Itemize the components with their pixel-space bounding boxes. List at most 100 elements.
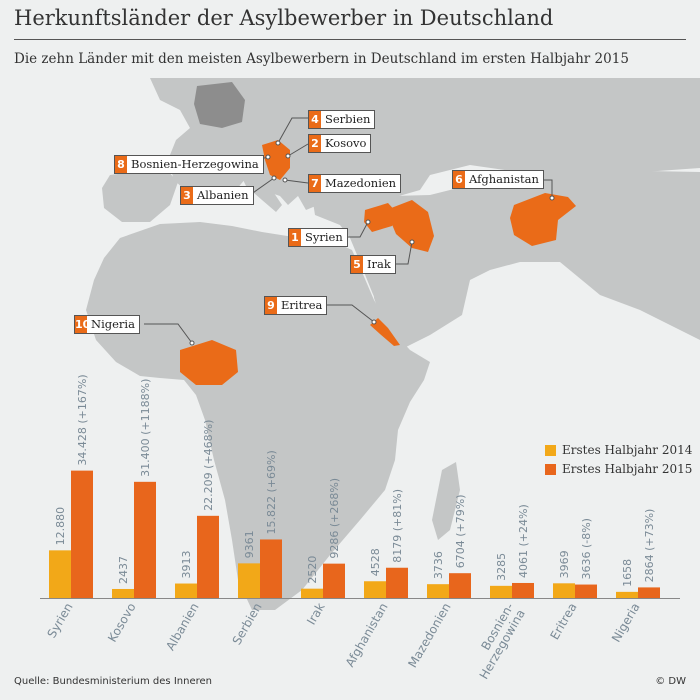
tick-label-eritrea: Eritrea — [547, 601, 579, 643]
source-note: Quelle: Bundesministerium des Inneren — [14, 676, 212, 687]
bar-afghanistan-2014 — [364, 581, 386, 598]
rank-badge: 9 — [265, 297, 277, 314]
data-label-syrien-2014: 12.880 — [54, 507, 67, 546]
bar-serbien-2015 — [260, 539, 282, 598]
data-label-bosnien-herzegowina-2015: 4061 (+24%) — [517, 504, 530, 578]
legend-swatch-2015 — [545, 463, 556, 475]
country-name: Afghanistan — [469, 172, 539, 186]
rank-badge: 3 — [181, 187, 193, 204]
country-name: Serbien — [325, 112, 371, 126]
land-madagascar — [432, 462, 460, 540]
data-label-nigeria-2015: 2864 (+73%) — [643, 509, 656, 583]
country-afghanistan — [510, 193, 576, 246]
bar-albanien-2014 — [175, 583, 197, 598]
data-label-afghanistan-2015: 8179 (+81%) — [391, 489, 404, 563]
rank-badge: 10 — [75, 316, 91, 333]
leader-dots — [189, 140, 555, 346]
data-label-mazedonien-2015: 6704 (+79%) — [454, 494, 467, 568]
chart-title: Herkunftsländer der Asylbewerber in Deut… — [14, 6, 554, 30]
callout-mazedonien: 7 Mazedonien — [308, 174, 402, 193]
callout-serbien: 4 Serbien — [308, 110, 376, 129]
rank-badge: 5 — [351, 256, 363, 273]
land-italy — [236, 163, 282, 212]
map — [86, 78, 700, 610]
country-name: Irak — [367, 257, 391, 271]
bar-bosnien-herzegowina-2015 — [512, 582, 534, 598]
callout-albanien: 3 Albanien — [180, 186, 254, 205]
data-label-serbien-2014: 9361 — [243, 530, 256, 558]
land-arabia — [372, 255, 470, 350]
bar-irak-2014 — [301, 588, 323, 598]
tick-label-line: Eritrea — [547, 601, 579, 643]
data-label-nigeria-2014: 1658 — [621, 559, 634, 587]
legend-swatch-2014 — [545, 444, 556, 456]
data-label-eritrea-2014: 3969 — [558, 550, 571, 578]
legend-item-2014: Erstes Halbjahr 2014 — [545, 443, 692, 457]
tick-label-afghanistan: Afghanistan — [343, 601, 391, 670]
data-label-eritrea-2015: 3636 (-8%) — [580, 518, 593, 580]
country-nigeria — [180, 340, 238, 385]
bar-syrien-2014 — [49, 550, 71, 598]
country-name: Nigeria — [91, 317, 135, 331]
title-divider — [14, 39, 686, 40]
tick-label-albanien: Albanien — [163, 601, 201, 653]
legend-item-2015: Erstes Halbjahr 2015 — [545, 462, 692, 476]
tick-label-kosovo: Kosovo — [105, 601, 138, 645]
callout-irak: 5 Irak — [350, 255, 396, 274]
bar-serbien-2014 — [238, 563, 260, 598]
bar-eritrea-2015 — [575, 584, 597, 598]
legend-label-2015: Erstes Halbjahr 2015 — [562, 462, 693, 476]
data-label-kosovo-2015: 31.400 (+1188%) — [139, 379, 152, 477]
country-germany — [194, 82, 245, 128]
bar-eritrea-2014 — [553, 583, 575, 598]
country-name: Albanien — [197, 188, 249, 202]
tick-label-line: Afghanistan — [343, 601, 391, 670]
country-eritrea — [370, 318, 400, 346]
data-label-bosnien-herzegowina-2014: 3285 — [495, 553, 508, 581]
tick-label-line: Kosovo — [105, 601, 138, 645]
rank-badge: 1 — [289, 229, 301, 246]
data-label-albanien-2015: 22.209 (+468%) — [202, 420, 215, 511]
country-balkans — [262, 140, 290, 180]
data-label-syrien-2015: 34.428 (+167%) — [76, 374, 89, 465]
data-label-irak-2015: 9286 (+268%) — [328, 478, 341, 559]
tick-label-line: Nigeria — [609, 601, 643, 645]
tick-label-line: Albanien — [163, 601, 201, 653]
bar-kosovo-2014 — [112, 588, 134, 598]
callout-syrien: 1 Syrien — [288, 228, 348, 247]
tick-label-line: Irak — [304, 600, 328, 627]
data-label-mazedonien-2014: 3736 — [432, 551, 445, 579]
bar-bosnien-herzegowina-2014 — [490, 585, 512, 598]
rank-badge: 6 — [453, 171, 465, 188]
bar-mazedonien-2014 — [427, 584, 449, 598]
tick-label-line: Serbien — [230, 601, 265, 648]
bar-kosovo-2015 — [134, 481, 156, 598]
rank-badge: 4 — [309, 111, 321, 128]
tick-label-line: Syrien — [44, 601, 75, 641]
callout-eritrea: 9 Eritrea — [264, 296, 328, 315]
country-name: Eritrea — [281, 298, 323, 312]
credit: © DW — [655, 676, 686, 687]
data-label-irak-2014: 2520 — [306, 556, 319, 584]
legend-label-2014: Erstes Halbjahr 2014 — [562, 443, 693, 457]
tick-label-serbien: Serbien — [230, 601, 265, 648]
data-label-kosovo-2014: 2437 — [117, 556, 130, 584]
tick-label-bosnien-herzegowina: Bosnien-Herzegowina — [465, 601, 527, 682]
callout-kosovo: 2 Kosovo — [308, 134, 372, 153]
chart-subtitle: Die zehn Länder mit den meisten Asylbewe… — [14, 51, 629, 67]
country-name: Bosnien-Herzegowina — [131, 157, 259, 171]
country-name: Mazedonien — [325, 176, 397, 190]
callout-bosnien-herzegowina: 8 Bosnien-Herzegowina — [114, 155, 264, 174]
rank-badge: 8 — [115, 156, 127, 173]
callout-afghanistan: 6 Afghanistan — [452, 170, 544, 189]
tick-label-line: Mazedonien — [405, 601, 453, 671]
tick-label-nigeria: Nigeria — [609, 601, 643, 645]
bar-nigeria-2014 — [616, 591, 638, 598]
tick-label-irak: Irak — [304, 600, 328, 627]
bar-irak-2015 — [323, 563, 345, 598]
bar-mazedonien-2015 — [449, 573, 471, 598]
country-irak — [386, 200, 434, 252]
tick-label-mazedonien: Mazedonien — [405, 601, 453, 671]
data-label-albanien-2014: 3913 — [180, 551, 193, 579]
